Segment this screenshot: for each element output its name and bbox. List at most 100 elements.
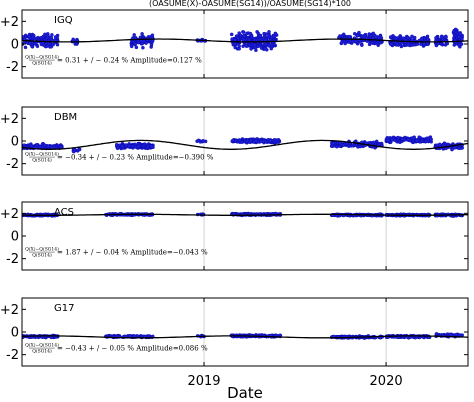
annotation-stats: = −0.43 + / − 0.05 % Amplitude=0.086 % xyxy=(57,345,208,353)
annotation-fraction-denominator: Q(SG14) xyxy=(32,252,52,259)
panel-label: G17 xyxy=(54,303,74,314)
axes-frame xyxy=(21,297,469,367)
y-tick-label: 0 xyxy=(11,38,19,53)
data-point xyxy=(23,33,28,38)
data-point xyxy=(242,33,246,38)
data-point xyxy=(245,139,250,143)
data-point xyxy=(386,138,391,143)
data-point xyxy=(233,41,237,46)
data-point xyxy=(253,43,257,47)
panel-label: ACS xyxy=(54,207,74,218)
y-tick-label: -2 xyxy=(6,157,19,172)
data-point xyxy=(272,42,277,47)
data-point xyxy=(362,35,366,40)
data-point xyxy=(438,142,442,147)
y-tick-label: +2 xyxy=(0,207,19,222)
data-points xyxy=(22,332,464,340)
panel-label: IGQ xyxy=(54,15,73,26)
fit-line xyxy=(22,139,468,150)
data-point xyxy=(256,44,260,49)
data-point xyxy=(444,35,448,40)
data-point xyxy=(457,43,461,47)
data-point xyxy=(375,41,380,46)
data-point xyxy=(395,42,400,46)
y-tick-label: +2 xyxy=(0,112,19,127)
data-point xyxy=(142,143,146,148)
data-point xyxy=(273,32,278,36)
data-point xyxy=(258,34,263,38)
data-point xyxy=(236,36,240,40)
data-point xyxy=(268,139,272,143)
data-point xyxy=(449,332,453,337)
data-point xyxy=(264,42,268,46)
data-point xyxy=(411,136,415,140)
data-point xyxy=(120,144,124,149)
data-point xyxy=(41,34,46,39)
data-point xyxy=(134,45,139,50)
annotation-fraction-denominator: Q(SG14) xyxy=(32,157,52,164)
data-point xyxy=(371,140,376,145)
data-point xyxy=(388,35,393,39)
data-point xyxy=(401,36,405,40)
data-point xyxy=(356,40,361,45)
data-point xyxy=(229,32,234,37)
annotation-stats: = 1.87 + / − 0.04 % Amplitude=−0.043 % xyxy=(57,249,208,257)
data-point xyxy=(150,39,155,43)
data-point xyxy=(146,144,150,149)
annotation-fraction-denominator: Q(SG14) xyxy=(32,348,52,355)
data-point xyxy=(419,42,423,46)
data-point xyxy=(124,143,128,147)
data-point xyxy=(129,44,134,49)
data-point xyxy=(390,137,395,142)
panel-igq: +2 0 -2 IGQ Q(X)−Q(SG14)Q(SG14) = 0.31 + / − … xyxy=(0,9,469,79)
data-point xyxy=(415,42,420,46)
data-point xyxy=(201,139,205,143)
panel-dbm: +2 0 -2 DBM Q(X)−Q(SG14)Q(SG14) = −0.34 + / −… xyxy=(0,106,469,176)
data-point xyxy=(262,32,266,36)
data-point xyxy=(269,46,274,51)
data-point xyxy=(417,135,421,139)
y-tick-label: 0 xyxy=(11,230,19,245)
data-point xyxy=(273,138,278,142)
annotation-stats: = 0.31 + / − 0.24 % Amplitude=0.127 % xyxy=(57,57,202,65)
y-tick-label: -2 xyxy=(6,348,19,363)
data-point xyxy=(46,144,50,149)
data-point xyxy=(47,42,51,46)
annotation-fraction-numerator: Q(X)−Q(SG14) xyxy=(25,151,59,158)
y-tick-label: 0 xyxy=(11,326,19,341)
data-point xyxy=(347,35,352,39)
x-tick-label: 2019 xyxy=(187,374,220,389)
data-point xyxy=(370,40,374,45)
data-point xyxy=(149,43,154,47)
data-point xyxy=(254,139,258,143)
data-point xyxy=(242,38,246,42)
data-point xyxy=(130,144,135,148)
data-point xyxy=(233,37,237,42)
data-point xyxy=(396,135,400,140)
data-point xyxy=(230,37,234,41)
data-point xyxy=(240,140,244,144)
data-point xyxy=(394,36,398,41)
data-point xyxy=(238,33,243,38)
data-point xyxy=(141,45,145,50)
data-points xyxy=(22,135,464,154)
data-point xyxy=(267,43,271,47)
data-point xyxy=(249,47,253,51)
figure-title: (OASUME(X)-OASUME(SG14))/OASUME(SG14)*10… xyxy=(149,0,351,8)
data-point xyxy=(116,145,120,150)
data-point xyxy=(133,42,137,46)
annotation-stats: = −0.34 + / − 0.23 % Amplitude=−0.390 % xyxy=(57,154,214,162)
data-point xyxy=(355,33,360,37)
data-point xyxy=(49,145,54,149)
data-point xyxy=(255,30,259,34)
data-point xyxy=(53,35,58,39)
y-tick-label: +2 xyxy=(0,15,19,30)
data-point xyxy=(248,31,253,36)
data-point xyxy=(28,41,32,46)
annotation-fraction-denominator: Q(SG14) xyxy=(32,60,52,67)
data-point xyxy=(353,39,358,43)
data-point xyxy=(247,38,251,42)
data-point xyxy=(266,35,271,39)
